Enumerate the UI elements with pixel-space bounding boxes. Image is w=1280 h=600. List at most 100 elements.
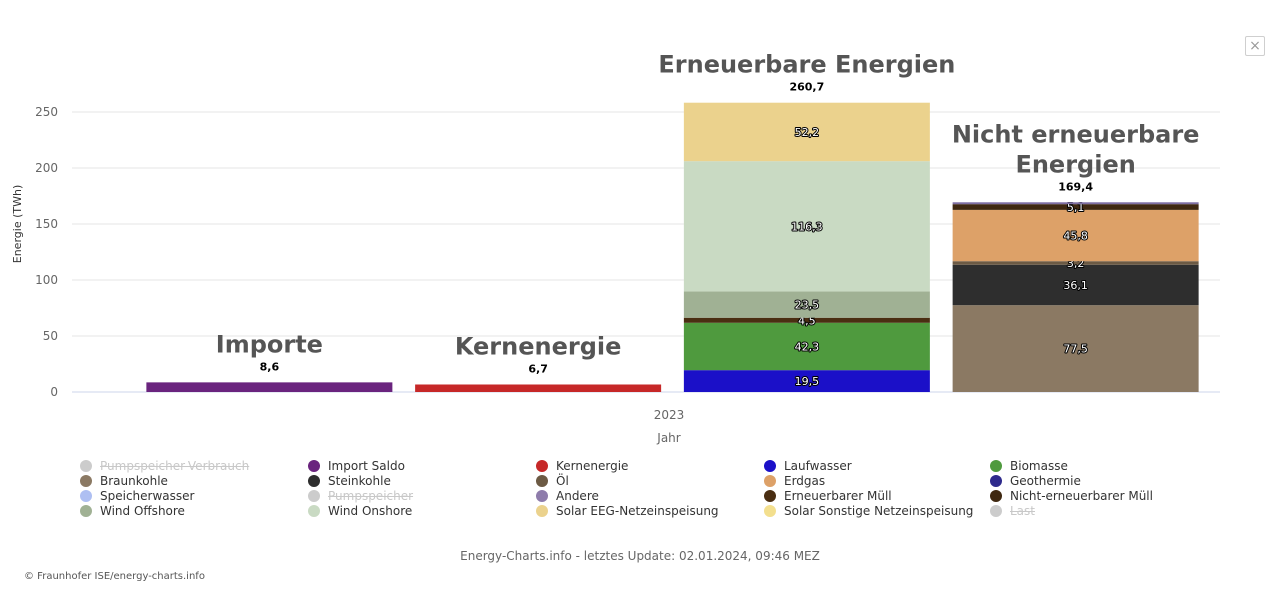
legend-label: Geothermie: [1010, 474, 1081, 488]
legend-label: Nicht-erneuerbarer Müll: [1010, 489, 1153, 503]
legend-item[interactable]: Kernenergie: [536, 459, 628, 473]
legend-item[interactable]: Andere: [536, 489, 599, 503]
legend-item[interactable]: Import Saldo: [308, 459, 405, 473]
column-title: Importe: [216, 330, 323, 358]
y-tick-label: 0: [50, 385, 58, 399]
legend-marker: [80, 505, 92, 517]
legend-label: Öl: [556, 474, 569, 488]
legend-label: Pumpspeicher: [328, 489, 414, 503]
legend-item[interactable]: Wind Onshore: [308, 504, 412, 518]
bar-segment: [683, 370, 930, 392]
legend-label: Wind Onshore: [328, 504, 413, 518]
bar-segment: [952, 202, 1199, 205]
y-tick-label: 50: [43, 329, 58, 343]
bar-segment: [952, 305, 1199, 392]
legend-marker: [764, 475, 776, 487]
legend-item[interactable]: Biomasse: [990, 459, 1068, 473]
legend-item[interactable]: Pumpspeicher: [308, 489, 413, 503]
y-tick-label: 200: [35, 161, 58, 175]
legend-marker: [308, 475, 320, 487]
y-axis-label: Energie (TWh): [11, 185, 24, 263]
legend-item[interactable]: Wind Offshore: [80, 504, 185, 518]
legend-label: Biomasse: [1010, 459, 1068, 473]
bar-segment: [415, 384, 662, 392]
y-tick-label: 150: [35, 217, 58, 231]
bar-segment: [683, 291, 930, 318]
energy-chart: 0 50 100 150 200 250 Energie (TWh) 2023 Jahr 8,6 I…: [11, 51, 1220, 445]
data-label: 52,2: [795, 126, 820, 139]
legend-item[interactable]: Solar Sonstige Netzeinspeisung: [764, 504, 973, 518]
data-label: 19,5: [795, 375, 820, 388]
legend-label: Solar Sonstige Netzeinspeisung: [784, 504, 974, 518]
x-axis-label: Jahr: [656, 431, 680, 445]
bar-segment: [952, 264, 1199, 306]
y-tick-label: 250: [35, 105, 58, 119]
legend-label: Last: [1010, 504, 1035, 518]
legend-marker: [80, 490, 92, 502]
copyright-text: © Fraunhofer ISE/energy-charts.info: [24, 571, 205, 582]
bar-segment: [683, 317, 930, 323]
legend-label: Steinkohle: [328, 474, 391, 488]
data-label: 116,3: [791, 220, 823, 233]
legend-marker: [80, 460, 92, 472]
data-label: 36,1: [1063, 279, 1088, 292]
legend-label: Erneuerbarer Müll: [784, 489, 892, 503]
legend-label: Pumpspeicher-Verbrauch: [100, 459, 250, 473]
legend-marker: [536, 475, 548, 487]
column-title: Erneuerbare Energien: [658, 51, 955, 79]
close-icon[interactable]: ×: [1245, 36, 1265, 56]
legend-marker: [536, 460, 548, 472]
data-label: 45,8: [1063, 230, 1088, 243]
bar-segment: [952, 261, 1199, 265]
bar-segment: [683, 102, 930, 162]
total-label: 169,4: [1058, 180, 1093, 193]
legend-item[interactable]: Braunkohle: [80, 474, 168, 488]
column-title: Kernenergie: [455, 332, 622, 360]
legend-marker: [536, 505, 548, 517]
legend-item[interactable]: Geothermie: [990, 474, 1081, 488]
data-label: 23,5: [795, 299, 820, 312]
legend-marker: [80, 475, 92, 487]
legend-marker: [990, 490, 1002, 502]
bar-segment: [683, 322, 930, 371]
legend-marker: [990, 475, 1002, 487]
total-label: 6,7: [528, 362, 548, 375]
legend-label: Laufwasser: [784, 459, 852, 473]
total-label: 260,7: [789, 81, 824, 94]
legend-label: Wind Offshore: [100, 504, 185, 518]
bar-segment: [683, 161, 930, 292]
bar-segment: [952, 209, 1199, 262]
legend-marker: [308, 460, 320, 472]
column-title: Nicht erneuerbare: [952, 120, 1200, 148]
legend-label: Andere: [556, 489, 599, 503]
legend-marker: [308, 505, 320, 517]
legend-item[interactable]: Speicherwasser: [80, 489, 194, 503]
total-label: 8,6: [260, 360, 280, 373]
legend-item[interactable]: Solar EEG-Netzeinspeisung: [536, 504, 719, 518]
legend-label: Import Saldo: [328, 459, 405, 473]
legend-item[interactable]: Pumpspeicher-Verbrauch: [80, 459, 249, 473]
legend-marker: [764, 490, 776, 502]
legend-item[interactable]: Nicht-erneuerbarer Müll: [990, 489, 1153, 503]
legend-item[interactable]: Laufwasser: [764, 459, 852, 473]
legend-item[interactable]: Erdgas: [764, 474, 825, 488]
legend-marker: [764, 460, 776, 472]
legend-item[interactable]: Steinkohle: [308, 474, 391, 488]
legend-label: Braunkohle: [100, 474, 168, 488]
column-title: Energien: [1015, 150, 1135, 178]
legend-item[interactable]: Last: [990, 504, 1035, 518]
legend-label: Erdgas: [784, 474, 826, 488]
legend-marker: [308, 490, 320, 502]
bar-segment: [952, 204, 1199, 210]
x-tick-label: 2023: [654, 408, 685, 422]
legend-marker: [764, 505, 776, 517]
legend-item[interactable]: Öl: [536, 474, 569, 488]
data-label: 77,5: [1063, 343, 1088, 356]
legend-label: Solar EEG-Netzeinspeisung: [556, 504, 719, 518]
bar-segment: [146, 382, 393, 392]
legend-item[interactable]: Erneuerbarer Müll: [764, 489, 892, 503]
legend-marker: [990, 460, 1002, 472]
legend-label: Kernenergie: [556, 459, 629, 473]
update-credits: Energy-Charts.info - letztes Update: 02.…: [460, 549, 820, 563]
legend-label: Speicherwasser: [100, 489, 195, 503]
